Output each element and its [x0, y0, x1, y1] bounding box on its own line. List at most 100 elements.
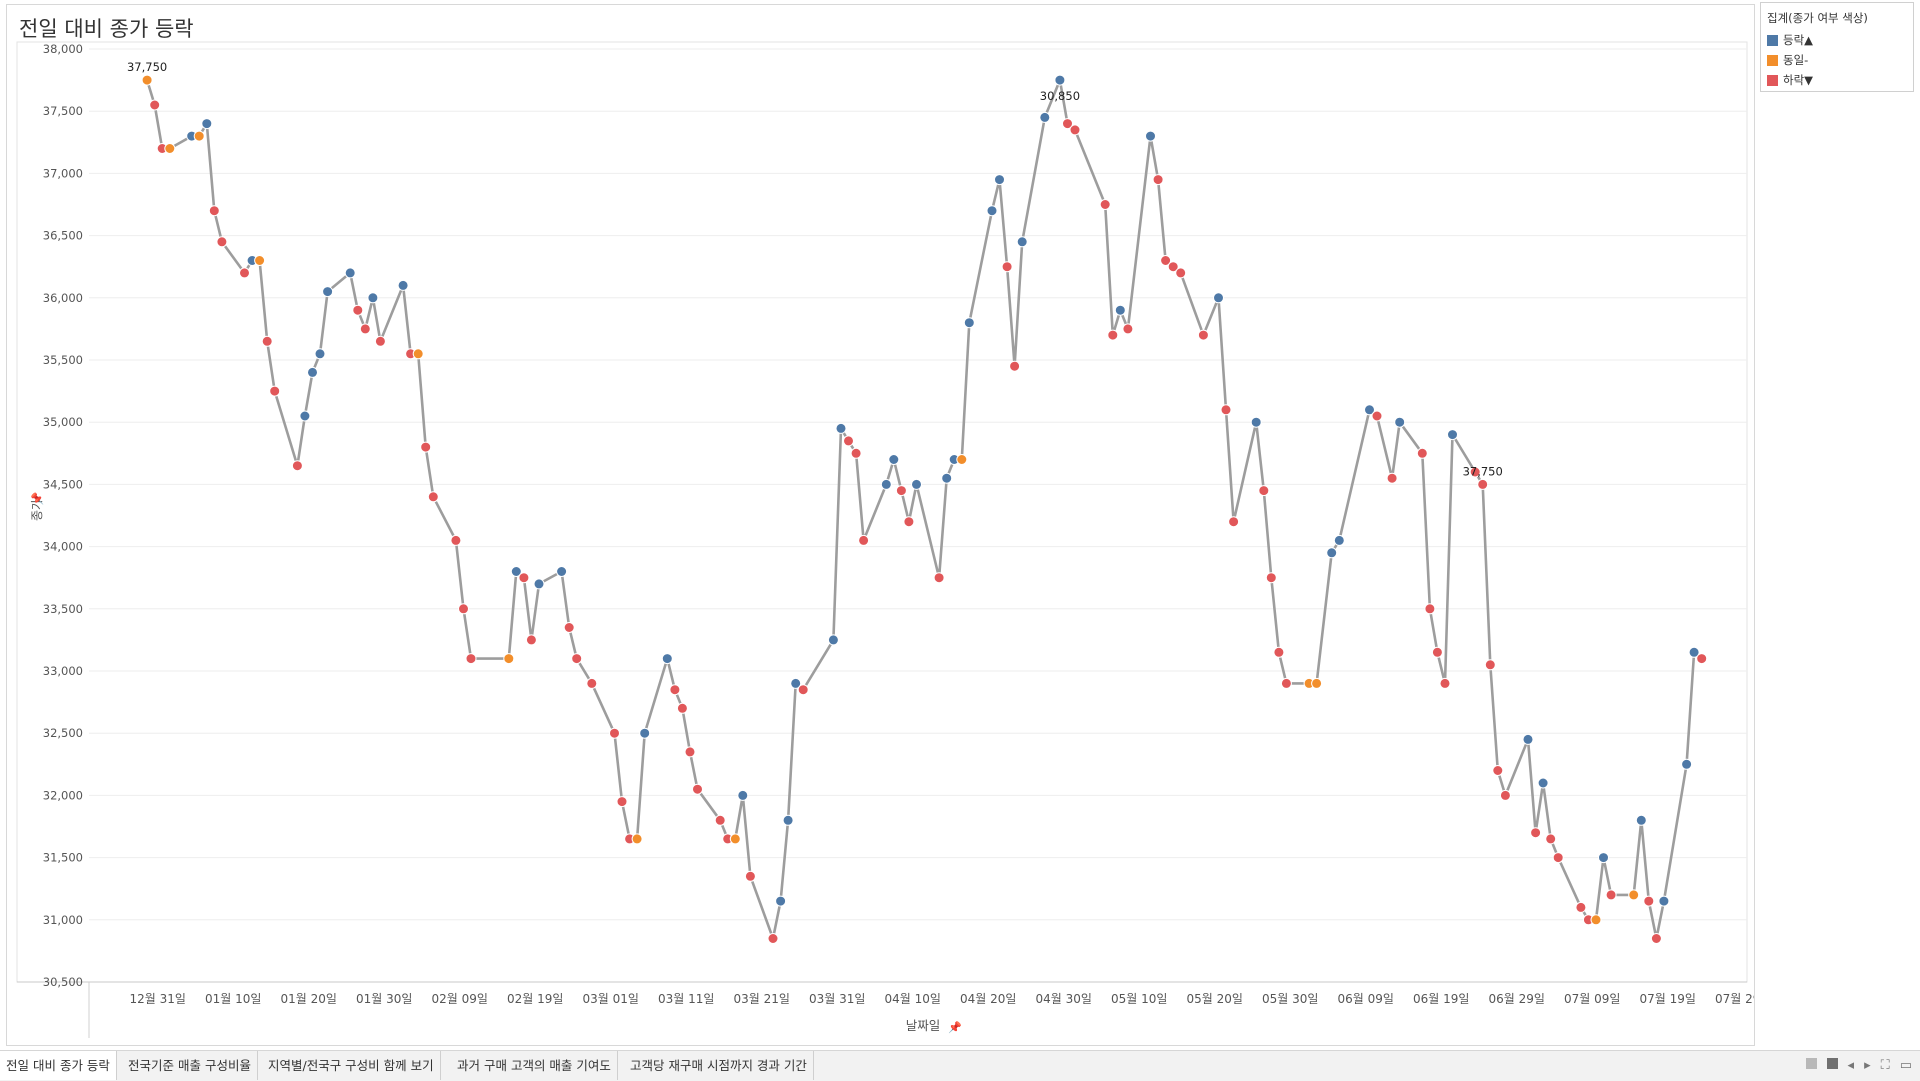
plot-frame [16, 41, 1748, 983]
data-point-down [359, 323, 371, 335]
x-tick-label: 03월 01일 [582, 992, 638, 1006]
sheet-tab-bar: 전일 대비 종가 등락 전국기준 매출 구성비율 지역별/전국구 구성비 함께 … [0, 1050, 1920, 1081]
data-point-down [1575, 901, 1587, 913]
x-tick-label: 02월 19일 [507, 992, 563, 1006]
pin-icon: 📌 [948, 1020, 962, 1034]
y-tick-label: 31,000 [43, 913, 83, 927]
y-tick-label: 36,500 [43, 229, 83, 243]
data-point-down [767, 933, 779, 944]
data-point-down [1696, 653, 1708, 665]
color-legend: 집계(종가 여부 색상) 등락▲ 동일- 하락▼ [1760, 2, 1914, 92]
data-point-down [239, 267, 250, 279]
data-point-down [1416, 447, 1428, 459]
data-point-up [1326, 547, 1338, 559]
data-point-up [639, 727, 651, 739]
legend-swatch-up [1767, 34, 1778, 46]
legend-label-down: 하락▼ [1783, 73, 1814, 87]
data-point-down [858, 534, 870, 546]
y-tick-label: 31,500 [43, 851, 83, 865]
data-point-down [1228, 516, 1240, 528]
legend-label-up: 등락▲ [1783, 33, 1814, 47]
data-point-up [888, 454, 900, 465]
data-point-up [556, 566, 568, 577]
data-point-same [164, 143, 176, 154]
data-point-up [1522, 733, 1534, 745]
data-point-down [291, 460, 303, 472]
tab-repurchase-period[interactable]: 고객당 재구매 시점까지 경과 기간 [624, 1051, 814, 1080]
data-point-same [1311, 677, 1323, 689]
data-point-down [525, 634, 537, 646]
data-point-up [986, 205, 998, 217]
data-point-down [1175, 267, 1187, 279]
tab-regional-ratio[interactable]: 지역별/전국구 구성비 함께 보기 [262, 1051, 441, 1080]
legend-item-same[interactable]: 동일- [1767, 52, 1808, 68]
data-point-up [1016, 236, 1028, 248]
data-point-up [782, 814, 794, 826]
line-chart[interactable]: 30,500 31,000 31,500 32,000 32,500 33,000 33,5… [7, 5, 1754, 1045]
x-tick-label: 03월 11일 [658, 992, 714, 1006]
data-point-down [1492, 765, 1504, 776]
single-view-icon[interactable] [1826, 1058, 1838, 1074]
data-point-up [1447, 429, 1458, 441]
data-point-same [729, 833, 741, 845]
data-point-up [835, 422, 847, 434]
tab-past-customer-contribution[interactable]: 과거 구매 고객의 매출 기여도 [451, 1051, 618, 1080]
data-point-up [911, 478, 922, 490]
data-label: 37,750 [127, 60, 167, 74]
y-tick-label: 34,500 [43, 477, 83, 491]
data-point-down [1220, 404, 1232, 416]
legend-item-down[interactable]: 하락▼ [1767, 72, 1813, 88]
next-icon[interactable]: ▸ [1864, 1058, 1871, 1073]
fullscreen-icon[interactable]: ⛶ [1880, 1058, 1890, 1073]
present-icon[interactable]: ▭ [1899, 1058, 1912, 1073]
data-point-up [1658, 895, 1670, 907]
x-tick-label: 04월 30일 [1035, 992, 1091, 1006]
data-point-up [201, 118, 213, 130]
x-tick-label: 02월 09일 [431, 992, 487, 1006]
data-point-down [518, 572, 530, 584]
data-point-up [1537, 777, 1549, 789]
data-point-up [790, 677, 802, 689]
data-point-down [843, 435, 854, 447]
x-tick-label: 07월 19일 [1640, 992, 1696, 1006]
data-point-up [994, 174, 1005, 186]
data-point-same [141, 74, 153, 86]
data-point-down [1386, 472, 1398, 484]
data-point-up [1213, 292, 1224, 304]
data-point-down [586, 677, 598, 689]
data-point-same [1628, 889, 1640, 901]
data-point-down [269, 385, 281, 397]
data-point-down [903, 516, 915, 528]
grid-view-icon[interactable] [1805, 1058, 1817, 1074]
data-point-up [307, 366, 318, 378]
data-point-up [1688, 646, 1700, 658]
data-point-up [941, 472, 953, 484]
x-axis-title: 날짜일 [906, 1018, 941, 1033]
data-point-up [322, 286, 334, 298]
data-point-down [450, 534, 462, 546]
data-point-down [571, 653, 583, 665]
x-tick-label: 06월 09일 [1338, 992, 1394, 1006]
data-point-up [299, 410, 311, 422]
data-point-down [1160, 255, 1172, 266]
data-point-down [1499, 789, 1511, 801]
data-point-up [1250, 416, 1262, 428]
prev-icon[interactable]: ◂ [1847, 1058, 1855, 1073]
data-point-up [775, 895, 787, 907]
x-tick-label: 06월 29일 [1489, 992, 1545, 1006]
y-tick-label: 35,500 [43, 353, 83, 367]
data-point-same [503, 653, 515, 665]
data-point-down [1107, 329, 1119, 341]
data-point-down [797, 684, 809, 696]
x-tick-label: 05월 10일 [1111, 992, 1167, 1006]
tab-close-price-change[interactable]: 전일 대비 종가 등락 [0, 1051, 117, 1080]
data-point-up [314, 348, 326, 360]
legend-item-up[interactable]: 등락▲ [1767, 32, 1813, 48]
data-point-same [193, 130, 205, 142]
data-point-up [1054, 74, 1066, 86]
data-point-down [465, 653, 477, 665]
tab-national-sales-ratio[interactable]: 전국기준 매출 구성비율 [122, 1051, 258, 1080]
data-point-up [827, 634, 839, 646]
y-tick-label: 33,500 [43, 602, 83, 616]
data-point-up [367, 292, 379, 304]
